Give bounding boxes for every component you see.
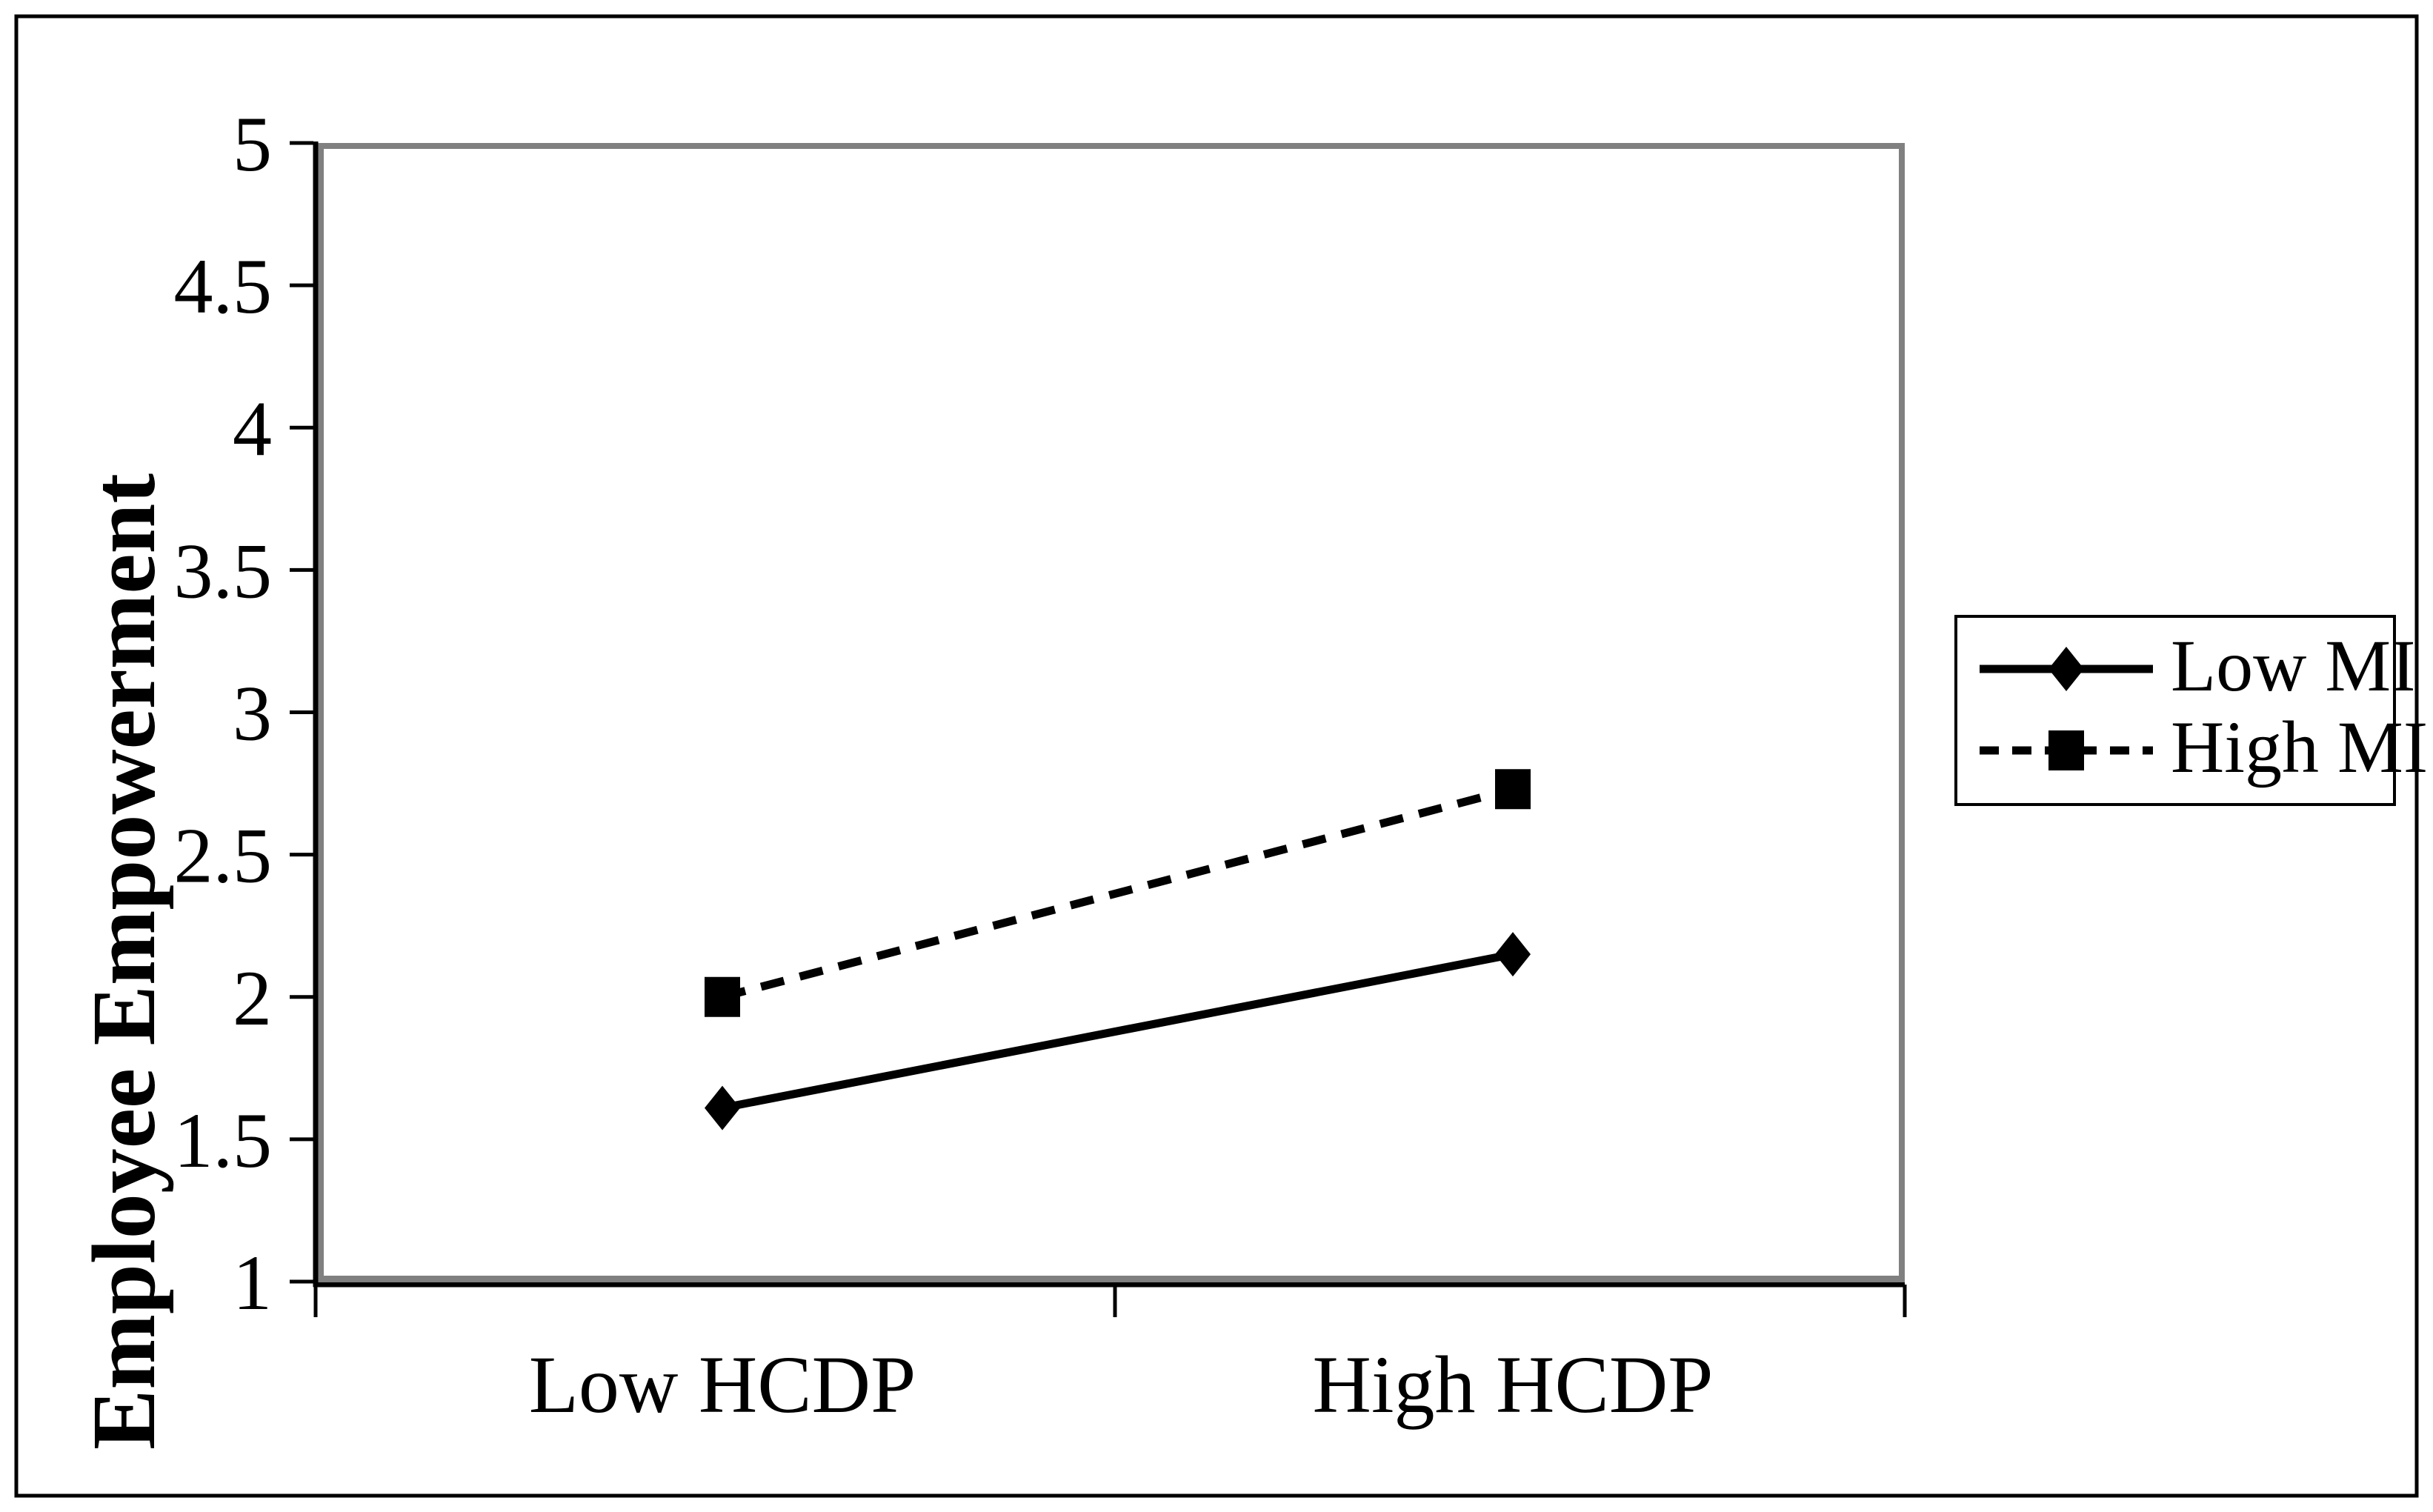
y-tick-label: 2 <box>233 955 272 1042</box>
y-tick-label: 3.5 <box>174 527 273 614</box>
x-category-label-low: Low HCDP <box>528 1339 916 1430</box>
series-line-low-mi <box>721 950 1514 1113</box>
plot-area-border <box>318 143 1905 1282</box>
y-tick-label: 2.5 <box>174 813 273 899</box>
series-marker-high-mi <box>705 976 740 1017</box>
legend-sample-marker-low-mi <box>2048 647 2084 691</box>
legend-box <box>1954 615 2396 806</box>
legend-sample-marker-high-mi <box>2048 730 2084 770</box>
figure-border <box>14 14 2419 1498</box>
y-tick-label: 3 <box>233 670 272 757</box>
series-line-high-mi <box>721 785 1514 1002</box>
series-marker-low-mi <box>705 1085 740 1130</box>
y-tick-label: 1.5 <box>174 1097 273 1184</box>
y-tick-label: 4 <box>233 385 272 472</box>
legend-label-high-mi: High MI <box>2171 705 2429 788</box>
y-tick-label: 5 <box>233 101 272 187</box>
series-marker-high-mi <box>1495 769 1531 810</box>
x-category-label-high: High HCDP <box>1312 1339 1714 1430</box>
y-tick-label: 1 <box>233 1239 272 1326</box>
y-tick-label: 4.5 <box>174 243 273 330</box>
y-axis-title: Employee Empowerment <box>74 473 174 1451</box>
legend-label-low-mi: Low MI <box>2171 624 2416 707</box>
series-marker-low-mi <box>1495 932 1531 977</box>
